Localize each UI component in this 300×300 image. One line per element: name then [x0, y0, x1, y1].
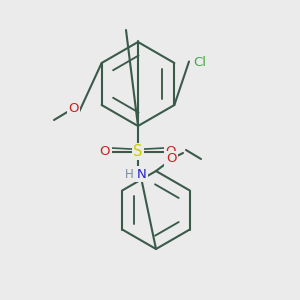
Text: Cl: Cl: [193, 56, 206, 70]
Text: O: O: [100, 145, 110, 158]
Text: O: O: [166, 145, 176, 158]
Text: N: N: [137, 167, 146, 181]
Text: H: H: [124, 167, 134, 181]
Text: O: O: [166, 152, 176, 166]
Text: S: S: [133, 144, 143, 159]
Text: O: O: [68, 102, 79, 115]
